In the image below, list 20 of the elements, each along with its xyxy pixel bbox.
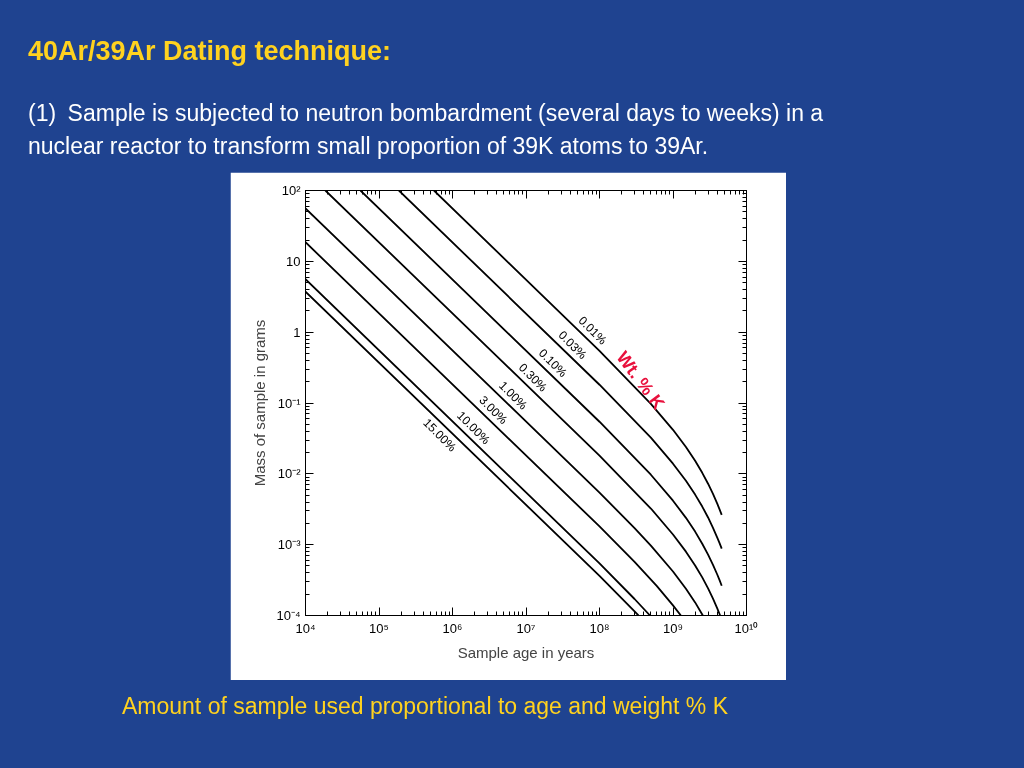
y-tick-label: 10⁻¹ <box>277 395 302 411</box>
x-tick-label: 10¹⁰ <box>734 620 759 636</box>
x-tick-label: 10⁸ <box>589 620 610 636</box>
x-tick-label: 10⁷ <box>516 620 536 636</box>
text: Amount of sample used proportional to age and weight % K <box>122 692 729 721</box>
x-tick-label: 10⁶ <box>442 620 463 636</box>
x-tick-label: 10⁴ <box>295 620 316 636</box>
y-axis-title: Mass of sample in grams <box>251 319 269 487</box>
y-tick-label: 10⁻² <box>277 466 302 482</box>
y-tick-label: 10 <box>286 253 301 269</box>
x-axis-title: Sample age in years <box>457 643 595 661</box>
y-tick-label: 10⁻⁴ <box>276 608 301 623</box>
x-tick-label: 10⁹ <box>662 620 684 636</box>
y-tick-label: 1 <box>293 324 301 340</box>
y-tick-label: 10⁻³ <box>277 537 302 553</box>
chart-title: 40Ar/39Ar Dating technique: <box>28 35 392 68</box>
x-tick-label: 10⁵ <box>369 620 389 636</box>
annotation: Wt. % K <box>612 347 669 414</box>
y-tick-label: 10² <box>281 183 302 198</box>
chart-subtitle: (1) Sample is subjected to neutron bombardment (several days to weeks) in a nuclear reactor to transform small proportion of 39K atoms to 39Ar. <box>28 99 825 161</box>
